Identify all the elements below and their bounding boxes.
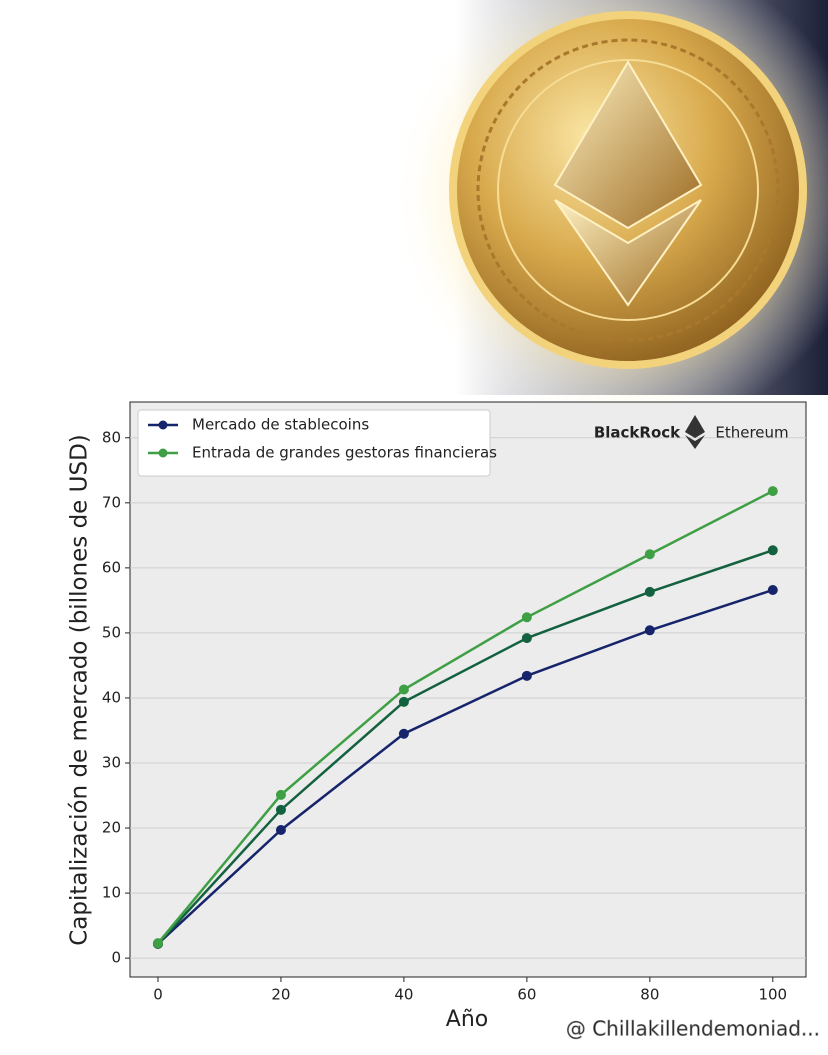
data-point xyxy=(767,584,778,595)
logo-text: Ethereum xyxy=(715,424,788,442)
legend-box xyxy=(137,409,491,477)
data-point xyxy=(644,625,655,636)
plot-area xyxy=(129,401,807,978)
data-point xyxy=(275,804,286,815)
series-line xyxy=(157,489,774,944)
y-tick-label: 20 xyxy=(102,819,121,837)
data-point xyxy=(521,633,532,644)
x-tick-label: 80 xyxy=(640,986,659,1004)
grid: 0 10 20 30 40 50 60 70 80 0 20 40 60 80 100 xyxy=(102,428,806,1004)
hero-image xyxy=(0,0,828,435)
legend-marker xyxy=(158,420,168,430)
ethereum-logo xyxy=(685,415,705,449)
y-tick-label: 0 xyxy=(111,949,121,967)
y-tick-label: 60 xyxy=(102,558,121,576)
y-tick-label: 70 xyxy=(102,493,121,511)
y-tick-label: 10 xyxy=(102,884,121,902)
y-tick-label: 40 xyxy=(102,688,121,706)
series-line xyxy=(157,549,774,945)
y-tick-label: 50 xyxy=(102,623,121,641)
watermark: @ Chillakillendemoniad... xyxy=(566,1017,820,1041)
x-tick-label: 0 xyxy=(153,986,163,1004)
y-tick-label: 80 xyxy=(102,428,121,446)
data-point xyxy=(644,586,655,597)
logo-text: BlackRock xyxy=(594,424,681,442)
data-point xyxy=(521,670,532,681)
data-point xyxy=(767,545,778,556)
series-line xyxy=(157,588,774,945)
x-tick-label: 20 xyxy=(271,986,290,1004)
legend-label: Entrada de grandes gestoras financieras xyxy=(192,444,497,462)
data-point xyxy=(398,696,409,707)
data-point xyxy=(275,824,286,835)
data-point xyxy=(275,789,286,800)
data-point xyxy=(398,684,409,695)
y-axis-label: Capitalización de mercado (billones de U… xyxy=(67,434,93,946)
data-point xyxy=(521,612,532,623)
data-point xyxy=(398,728,409,739)
y-tick-label: 30 xyxy=(102,754,121,772)
x-axis-label: Año xyxy=(446,1007,488,1032)
data-point xyxy=(767,486,778,497)
data-point xyxy=(152,938,163,949)
legend-marker xyxy=(158,448,168,458)
legend: Mercado de stablecoins Entrada de grandes… xyxy=(137,409,497,477)
x-tick-label: 60 xyxy=(517,986,536,1004)
x-tick-label: 100 xyxy=(758,986,787,1004)
legend-label: Mercado de stablecoins xyxy=(192,416,369,434)
data-point xyxy=(644,549,655,560)
plot xyxy=(152,486,778,949)
x-tick-label: 40 xyxy=(394,986,413,1004)
